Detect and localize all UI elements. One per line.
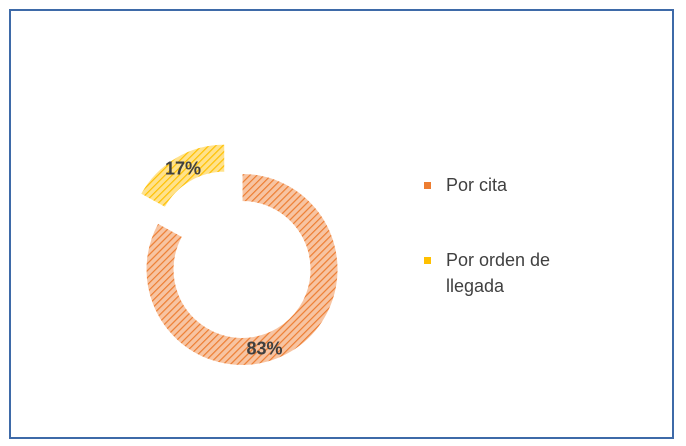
- legend-swatch: [424, 182, 431, 189]
- data-label: 17%: [165, 158, 201, 178]
- chart-frame: [9, 9, 674, 439]
- data-label: 83%: [247, 338, 283, 358]
- legend-swatch: [424, 257, 431, 264]
- donut-segment: [139, 143, 226, 209]
- legend-label: Por cita: [446, 175, 508, 195]
- donut-segment: [145, 172, 339, 366]
- legend-item: Por orden de llegada: [424, 247, 574, 299]
- legend-label: Por orden de llegada: [446, 250, 551, 296]
- legend-item: Por cita: [424, 172, 574, 198]
